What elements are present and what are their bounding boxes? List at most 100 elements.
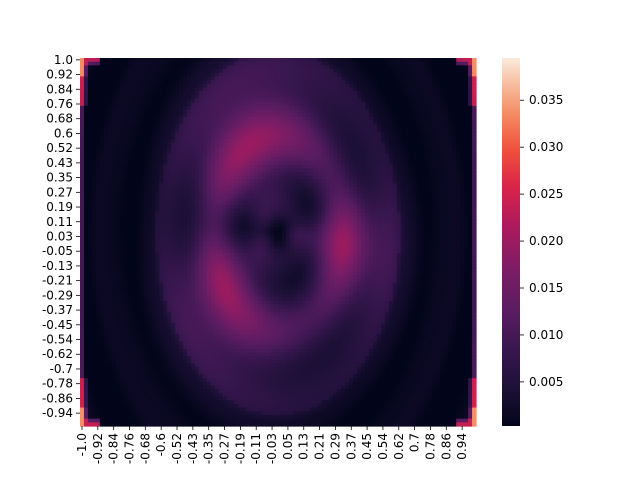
- heatmap-cell: [250, 150, 255, 155]
- heatmap-cell: [246, 161, 251, 166]
- heatmap-cell: [361, 175, 366, 181]
- heatmap-cell: [369, 146, 374, 151]
- heatmap-cell: [179, 116, 184, 122]
- heatmap-cell: [289, 190, 295, 195]
- heatmap-cell: [396, 186, 402, 192]
- heatmap-cell: [214, 164, 220, 169]
- heatmap-cell: [281, 83, 287, 89]
- heatmap-cell: [468, 153, 473, 158]
- heatmap-cell: [309, 83, 315, 89]
- heatmap-cell: [420, 116, 426, 122]
- heatmap-cell: [95, 172, 101, 177]
- heatmap-cell: [380, 223, 386, 228]
- heatmap-cell: [190, 127, 196, 133]
- heatmap-cell: [452, 146, 457, 151]
- heatmap-cell: [115, 168, 121, 173]
- heatmap-cell: [416, 135, 422, 140]
- heatmap-cell: [95, 135, 101, 140]
- heatmap-cell: [345, 102, 350, 107]
- heatmap-cell: [234, 227, 239, 232]
- heatmap-cell: [234, 186, 239, 192]
- heatmap-cell: [274, 161, 279, 166]
- heatmap-cell: [321, 138, 327, 144]
- heatmap-cell: [361, 227, 366, 232]
- heatmap-cell: [448, 183, 453, 188]
- heatmap-cell: [317, 124, 323, 129]
- heatmap-cell: [337, 131, 342, 136]
- heatmap-cell: [198, 153, 204, 158]
- heatmap-cell: [305, 138, 311, 144]
- heatmap-cell: [111, 157, 117, 162]
- heatmap-cell: [175, 76, 180, 81]
- heatmap-cell: [111, 65, 117, 70]
- heatmap-cell: [238, 194, 243, 199]
- heatmap-cell: [171, 168, 176, 173]
- heatmap-cell: [305, 113, 311, 118]
- heatmap-cell: [464, 161, 469, 166]
- heatmap-cell: [182, 58, 188, 63]
- heatmap-cell: [305, 124, 311, 129]
- heatmap-cell: [147, 157, 152, 162]
- heatmap-cell: [210, 146, 216, 151]
- heatmap-cell: [321, 109, 327, 114]
- heatmap-cell: [266, 153, 271, 158]
- heatmap-cell: [373, 58, 378, 63]
- heatmap-cell: [159, 131, 164, 136]
- heatmap-cell: [388, 234, 394, 239]
- heatmap-cell: [456, 105, 461, 111]
- heatmap-cell: [186, 142, 192, 147]
- heatmap-cell: [107, 113, 113, 118]
- heatmap-cell: [388, 69, 394, 74]
- heatmap-cell: [179, 127, 184, 133]
- heatmap-cell: [262, 168, 267, 173]
- heatmap-cell: [333, 208, 338, 214]
- heatmap-cell: [262, 172, 267, 177]
- heatmap-cell: [365, 208, 370, 214]
- heatmap-cell: [460, 94, 465, 100]
- heatmap-cell: [171, 102, 176, 107]
- heatmap-cell: [266, 183, 271, 188]
- heatmap-cell: [151, 230, 156, 236]
- heatmap-cell: [301, 124, 307, 129]
- heatmap-cell: [80, 61, 85, 66]
- heatmap-cell: [321, 168, 327, 173]
- heatmap-cell: [80, 183, 85, 188]
- heatmap-cell: [167, 190, 172, 195]
- heatmap-cell: [333, 72, 338, 77]
- heatmap-cell: [234, 135, 239, 140]
- heatmap-cell: [297, 142, 303, 147]
- heatmap-cell: [305, 186, 311, 192]
- heatmap-cell: [99, 91, 105, 96]
- heatmap-cell: [305, 150, 311, 155]
- heatmap-cell: [171, 183, 176, 188]
- heatmap-cell: [408, 183, 414, 188]
- heatmap-cell: [83, 87, 89, 92]
- heatmap-cell: [135, 168, 140, 173]
- heatmap-cell: [380, 80, 386, 85]
- heatmap-cell: [444, 201, 449, 206]
- heatmap-cell: [420, 161, 426, 166]
- heatmap-cell: [337, 164, 342, 169]
- heatmap-cell: [436, 183, 441, 188]
- heatmap-cell: [353, 197, 358, 203]
- heatmap-cell: [396, 83, 402, 89]
- heatmap-cell: [321, 127, 327, 133]
- heatmap-cell: [127, 87, 133, 92]
- heatmap-cell: [242, 157, 247, 162]
- heatmap-cell: [329, 58, 335, 63]
- heatmap-cell: [143, 120, 148, 125]
- heatmap-cell: [222, 230, 228, 236]
- heatmap-cell: [119, 230, 125, 236]
- heatmap-cell: [119, 76, 125, 81]
- heatmap-cell: [135, 98, 140, 103]
- heatmap-cell: [337, 194, 342, 199]
- heatmap-cell: [127, 205, 133, 210]
- heatmap-cell: [369, 190, 374, 195]
- heatmap-cell: [115, 105, 121, 111]
- heatmap-cell: [361, 76, 366, 81]
- heatmap-cell: [83, 124, 89, 129]
- heatmap-cell: [139, 80, 144, 85]
- heatmap-cell: [408, 153, 414, 158]
- heatmap-cell: [377, 113, 382, 118]
- heatmap-cell: [159, 183, 164, 188]
